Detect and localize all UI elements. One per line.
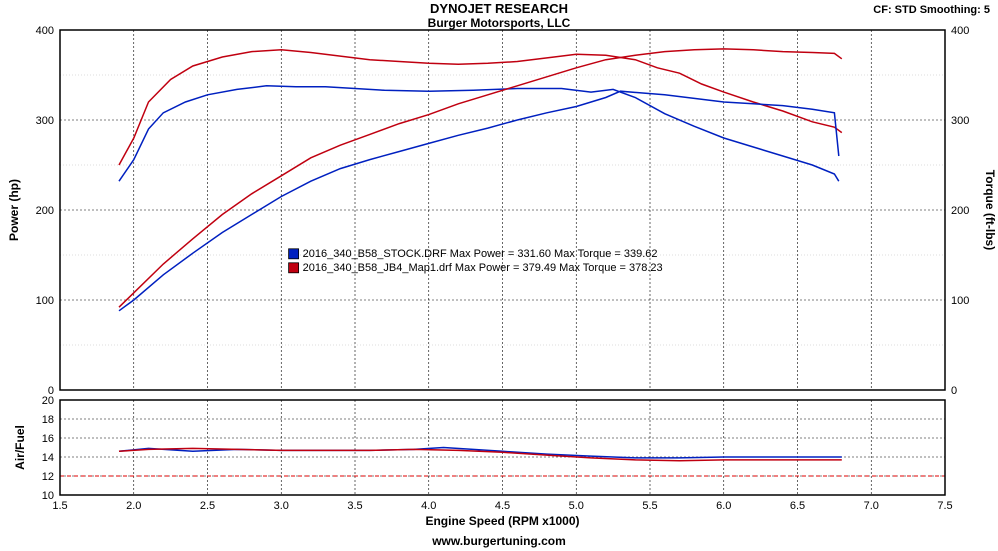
y-tick-left: 200 — [36, 205, 54, 217]
x-tick: 3.5 — [347, 500, 362, 512]
legend-swatch — [289, 249, 299, 259]
legend-text: 2016_340_B58_STOCK.DRF Max Power = 331.6… — [303, 248, 658, 260]
x-tick: 2.0 — [126, 500, 141, 512]
af-y-tick: 16 — [42, 433, 54, 445]
af-y-tick: 20 — [42, 395, 54, 407]
x-tick: 6.5 — [790, 500, 805, 512]
af-y-tick: 18 — [42, 414, 54, 426]
af-y-tick: 14 — [42, 452, 54, 464]
stock-power-curve — [119, 91, 839, 311]
x-tick: 5.0 — [569, 500, 584, 512]
y-tick-right: 400 — [951, 25, 969, 37]
main-title: DYNOJET RESEARCH — [430, 1, 568, 16]
y-tick-left: 300 — [36, 115, 54, 127]
x-tick: 2.5 — [200, 500, 215, 512]
x-tick: 4.0 — [421, 500, 436, 512]
y-tick-right: 100 — [951, 295, 969, 307]
footer: www.burgertuning.com — [431, 534, 566, 548]
y-tick-left: 100 — [36, 295, 54, 307]
stock-torque-curve — [119, 86, 839, 181]
af-y-label: Air/Fuel — [13, 425, 27, 470]
cf-label: CF: STD Smoothing: 5 — [873, 4, 990, 16]
legend-text: 2016_340_B58_JB4_Map1.drf Max Power = 37… — [303, 262, 663, 274]
y-axis-left-label: Power (hp) — [7, 179, 21, 241]
x-tick: 7.0 — [864, 500, 879, 512]
jb4-torque-curve — [119, 50, 842, 165]
y-tick-right: 200 — [951, 205, 969, 217]
y-tick-right: 0 — [951, 385, 957, 397]
y-tick-right: 300 — [951, 115, 969, 127]
y-tick-left: 400 — [36, 25, 54, 37]
sub-title: Burger Motorsports, LLC — [428, 16, 571, 30]
x-tick: 7.5 — [937, 500, 952, 512]
legend-swatch — [289, 263, 299, 273]
x-tick: 1.5 — [52, 500, 67, 512]
x-tick: 3.0 — [274, 500, 289, 512]
x-tick: 4.5 — [495, 500, 510, 512]
x-axis-label: Engine Speed (RPM x1000) — [425, 514, 579, 528]
af-y-tick: 12 — [42, 471, 54, 483]
y-axis-right-label: Torque (ft-lbs) — [983, 170, 997, 250]
x-tick: 6.0 — [716, 500, 731, 512]
x-tick: 5.5 — [642, 500, 657, 512]
